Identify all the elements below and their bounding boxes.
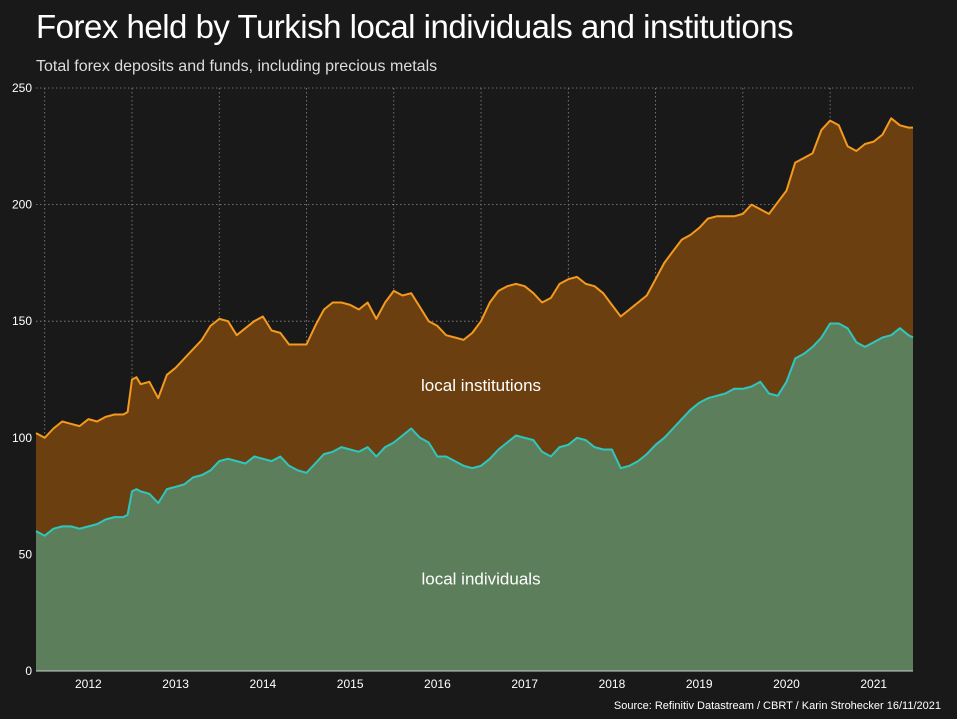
line-local-individuals <box>35 322 914 537</box>
area-label: local individuals <box>422 570 541 589</box>
x-tick-label: 2015 <box>337 677 364 691</box>
areas <box>36 118 913 672</box>
y-tick-label: 100 <box>12 431 32 445</box>
y-tick-label: 200 <box>12 198 32 212</box>
y-tick-label: 150 <box>12 314 32 328</box>
x-tick-label: 2021 <box>860 677 887 691</box>
chart-subtitle: Total forex deposits and funds, includin… <box>36 58 438 75</box>
x-tick-label: 2019 <box>686 677 713 691</box>
chart-title: Forex held by Turkish local individuals … <box>36 8 794 45</box>
area-local-individuals <box>36 323 913 671</box>
x-tick-label: 2018 <box>599 677 626 691</box>
axes: 0 50 100 150 200 250 2012 2013 2014 2015 2016 2017 2… <box>12 81 913 691</box>
area-label: local institutions <box>421 376 541 395</box>
x-tick-label: 2012 <box>75 677 102 691</box>
line-local-institutions <box>35 117 913 439</box>
area-labels: local institutions local individuals <box>421 376 541 589</box>
x-tick-label: 2013 <box>162 677 189 691</box>
y-tick-label: 0 <box>25 664 32 678</box>
y-tick-label: 50 <box>19 547 33 561</box>
x-tick-label: 2020 <box>773 677 800 691</box>
source-note: Source: Refinitiv Datastream / CBRT / Ka… <box>613 700 941 712</box>
x-tick-label: 2017 <box>511 677 538 691</box>
x-tick-label: 2014 <box>250 677 277 691</box>
x-tick-label: 2016 <box>424 677 451 691</box>
y-tick-label: 250 <box>12 81 32 95</box>
series-lines <box>35 117 914 537</box>
